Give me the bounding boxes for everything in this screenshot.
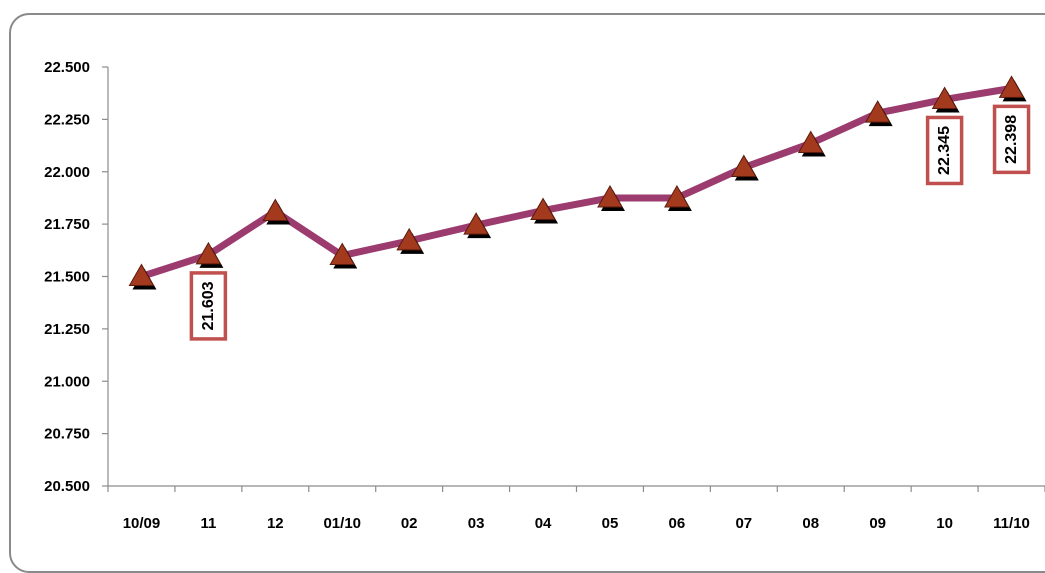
line-chart: 20.500 20.750 21.000 21.250 21.500 21.750 22.0…: [44, 59, 1045, 532]
x-tick-label: 07: [735, 515, 752, 532]
x-tick-label: 11: [200, 515, 216, 532]
data-point: [597, 184, 623, 208]
y-tick-label: 21.000: [44, 373, 90, 390]
data-point: [864, 100, 891, 123]
y-tick-label: 20.750: [44, 426, 90, 443]
y-tick-label: 21.500: [44, 269, 90, 286]
data-point: [730, 154, 757, 178]
x-tick-label: 10: [936, 515, 953, 532]
x-tick-label: 08: [802, 515, 819, 532]
chart-frame: [9, 13, 1045, 573]
y-tick-label: 21.750: [44, 216, 90, 233]
data-point: [262, 198, 289, 222]
data-point: [797, 130, 824, 153]
data-label: 21.603: [200, 281, 217, 330]
data-point: [396, 227, 423, 251]
x-tick-label: 03: [468, 515, 485, 532]
data-label-box: [992, 104, 1031, 175]
data-point: [195, 241, 222, 265]
x-tick-label: 01/10: [323, 515, 361, 532]
x-tick-label: 11/10: [993, 515, 1030, 532]
y-tick-label: 22.500: [44, 59, 90, 76]
data-point: [664, 184, 690, 208]
x-tick-label: 04: [535, 515, 552, 532]
x-tick-label: 10/09: [123, 515, 161, 532]
data-label: 22.345: [936, 126, 953, 175]
x-tick-label: 09: [869, 515, 886, 532]
data-point: [463, 212, 489, 235]
data-label: 22.398: [1003, 115, 1020, 164]
x-tick-label: 02: [401, 515, 418, 532]
y-tick-label: 22.250: [44, 111, 90, 128]
x-tick-label: 12: [267, 515, 284, 532]
data-label-box: [925, 115, 964, 186]
data-point: [128, 263, 155, 286]
data-label-box: [189, 271, 228, 341]
data-point: [329, 242, 356, 266]
y-tick-label: 20.500: [44, 478, 90, 495]
data-point: [998, 75, 1025, 98]
data-point: [530, 197, 556, 221]
y-tick-label: 22.000: [44, 164, 90, 181]
data-point: [931, 86, 958, 109]
y-tick-label: 21.250: [44, 321, 90, 338]
x-tick-label: 06: [669, 515, 686, 532]
x-tick-label: 05: [602, 515, 619, 532]
